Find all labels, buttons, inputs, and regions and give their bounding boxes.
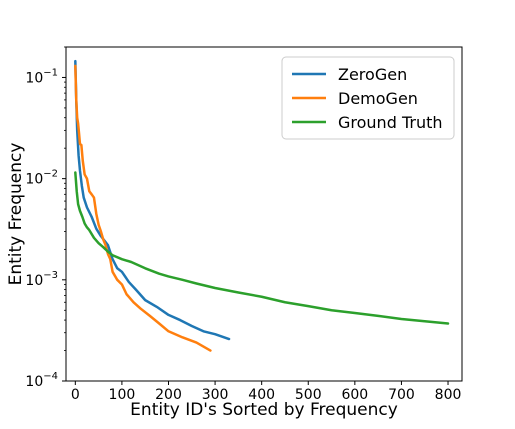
x-axis-title: Entity ID's Sorted by Frequency: [130, 400, 398, 420]
series-line-ground-truth: [74, 171, 450, 325]
legend-label: DemoGen: [338, 89, 418, 108]
x-tick-label: 700: [388, 387, 415, 403]
x-tick-label: 500: [295, 387, 322, 403]
x-tick-label: 300: [202, 387, 229, 403]
ticks-layer: 0 100 200 300 400 500 600 700 800 10−4 10−3 10−2 10−…: [25, 46, 462, 403]
legend-label: Ground Truth: [338, 113, 443, 132]
series-line-zerogen: [74, 59, 231, 341]
series-line-demogen: [74, 64, 212, 352]
x-tick-label: 800: [435, 387, 462, 403]
x-tick-label: 400: [248, 387, 275, 403]
x-tick-label: 100: [109, 387, 136, 403]
x-tick-label: 0: [71, 387, 80, 403]
y-tick-label: 10−3: [25, 270, 58, 289]
legend-box: [281, 56, 455, 140]
x-tick-label: 600: [341, 387, 368, 403]
legend: ZeroGen DemoGen Ground Truth: [281, 56, 455, 140]
y-axis-title: Entity Frequency: [6, 143, 26, 286]
y-tick-label: 10−4: [25, 371, 58, 390]
series-layer: [74, 59, 450, 352]
y-tick-label: 10−1: [25, 67, 58, 86]
x-tick-label: 200: [155, 387, 182, 403]
y-tick-label: 10−2: [25, 169, 58, 188]
legend-label: ZeroGen: [338, 65, 407, 84]
plot-frame: [65, 46, 463, 382]
